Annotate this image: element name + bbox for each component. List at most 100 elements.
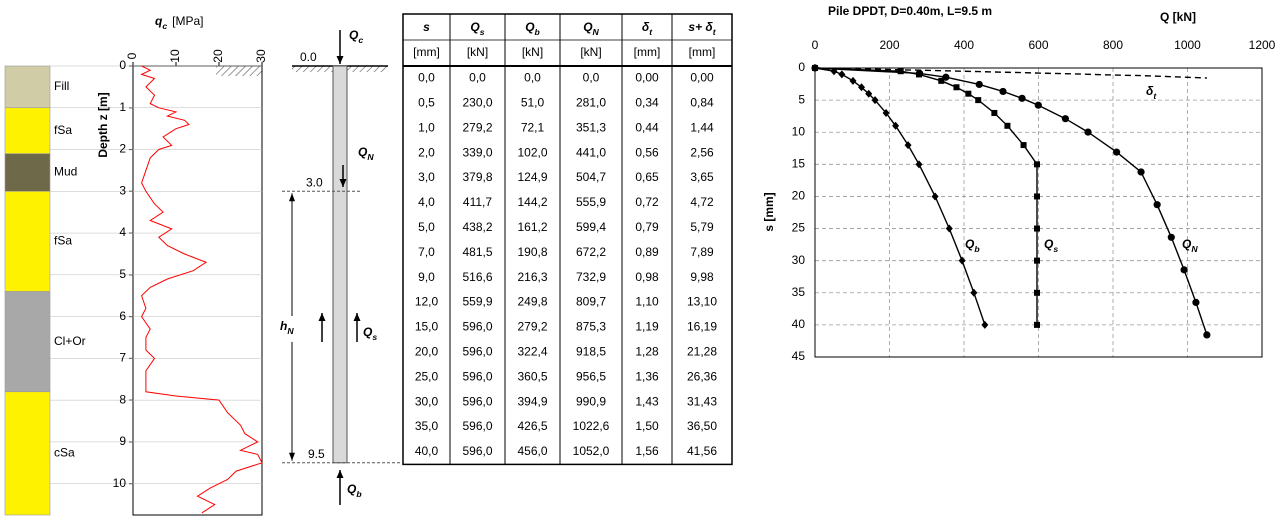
table-cell: 481,5 [462, 245, 492, 259]
h-label-bg [278, 316, 308, 342]
table-cell: 5,79 [690, 220, 714, 234]
point [1167, 233, 1175, 241]
table-cell: 0,72 [635, 195, 659, 209]
y-tick-label: 0 [798, 60, 805, 74]
table-cell: 281,0 [576, 96, 606, 110]
y-tick-label: 10 [792, 124, 806, 138]
y-tick-label: 5 [798, 92, 805, 106]
soil-layer [4, 107, 51, 155]
force-arrow-head [353, 313, 361, 321]
series-line [814, 67, 1207, 79]
table-header-main: Q [583, 20, 593, 34]
table-cell: 596,0 [462, 394, 492, 408]
table-cell: 351,3 [576, 120, 606, 134]
series-label: δt [1146, 84, 1157, 101]
level-label: 9.5 [308, 447, 325, 461]
force-label-main: Q [358, 145, 368, 159]
table-header-sub: b [535, 27, 541, 37]
point [1153, 201, 1161, 209]
table-cell: 0,0 [418, 71, 435, 85]
force-label-sub: N [367, 152, 374, 162]
table-header-main: Q [470, 20, 480, 34]
series-label: Qs [1044, 237, 1058, 254]
y-tick-label: 3 [119, 183, 126, 197]
pile [332, 65, 348, 464]
x-tick-label: 800 [1103, 38, 1123, 52]
table-frame [402, 13, 733, 466]
table-cell: 1,36 [635, 369, 659, 383]
point [938, 77, 945, 84]
h-label-main: h [280, 319, 287, 333]
point [904, 141, 912, 150]
point [849, 76, 857, 85]
soil-layer [4, 391, 51, 516]
table-header-main: δ [642, 20, 650, 34]
force-label: Qb [347, 482, 362, 499]
x-tick-label: 400 [954, 38, 974, 52]
table-cell: 379,8 [462, 170, 492, 184]
point [991, 109, 998, 116]
force-label: Qc [349, 28, 363, 45]
point [1034, 193, 1041, 200]
point [1137, 168, 1145, 176]
table-cell: 596,0 [462, 369, 492, 383]
series-line [814, 67, 1208, 336]
table-unit: [mm] [689, 45, 716, 59]
x-axis-label-main: q [155, 14, 163, 28]
table-cell: 0,89 [635, 245, 659, 259]
table-header-sub: N [593, 27, 600, 37]
h-label-sub: N [287, 326, 294, 336]
series-label-main: Q [965, 237, 975, 251]
table-cell: 230,0 [462, 96, 492, 110]
table-cell: 0,0 [583, 71, 600, 85]
table-cell: 360,5 [517, 369, 547, 383]
table-cell: 1,28 [635, 345, 659, 359]
x-axis-label: qc [MPa] [155, 14, 203, 31]
table-cell: 0,34 [635, 96, 659, 110]
table-cell: 5,0 [418, 220, 435, 234]
table-cell: 1,0 [418, 120, 435, 134]
y-axis-label: s [mm] [762, 192, 776, 231]
force-label: Qs [363, 325, 377, 342]
series-label: QN [1182, 237, 1198, 254]
y-tick-label: 15 [792, 157, 806, 171]
level-label: 0.0 [300, 50, 317, 64]
point [1192, 298, 1200, 307]
table-cell: 426,5 [517, 419, 547, 433]
x-tick-label: 0 [125, 52, 139, 59]
table-cell: 596,0 [462, 320, 492, 334]
x-tick-label: 1200 [1249, 38, 1276, 52]
table-cell: 0,56 [635, 145, 659, 159]
x-tick-label: 0 [812, 38, 819, 52]
table-cell: 190,8 [517, 245, 547, 259]
point [882, 108, 890, 117]
point [1034, 321, 1041, 328]
table-unit: [kN] [467, 45, 488, 59]
table-cell: 672,2 [576, 245, 606, 259]
point [1018, 94, 1026, 102]
cpt-plot-frame [132, 65, 263, 516]
x-tick-label: 20 [211, 49, 225, 63]
series-line [140, 65, 263, 514]
table-header: Qs [470, 20, 484, 37]
point [975, 97, 982, 104]
table-cell: 0,00 [690, 71, 714, 85]
table-unit: [mm] [413, 45, 440, 59]
table-cell: 2,56 [690, 145, 714, 159]
y-tick-label: 7 [119, 351, 126, 365]
force-label-main: Q [363, 325, 373, 339]
series-label-main: δ [1146, 84, 1154, 98]
series-label-sub: b [974, 244, 980, 254]
table-cell: 1,56 [635, 444, 659, 458]
x-axis-label-sub: c [162, 21, 167, 31]
table-cell: 596,0 [462, 345, 492, 359]
table-cell: 4,72 [690, 195, 714, 209]
table-cell: 599,4 [576, 220, 606, 234]
series-label: Qb [965, 237, 980, 254]
table-cell: 918,5 [576, 345, 606, 359]
point [970, 288, 978, 297]
point [1034, 161, 1041, 168]
table-cell: 0,00 [635, 71, 659, 85]
table-cell: 411,7 [463, 195, 492, 209]
table-cell: 3,0 [418, 170, 435, 184]
